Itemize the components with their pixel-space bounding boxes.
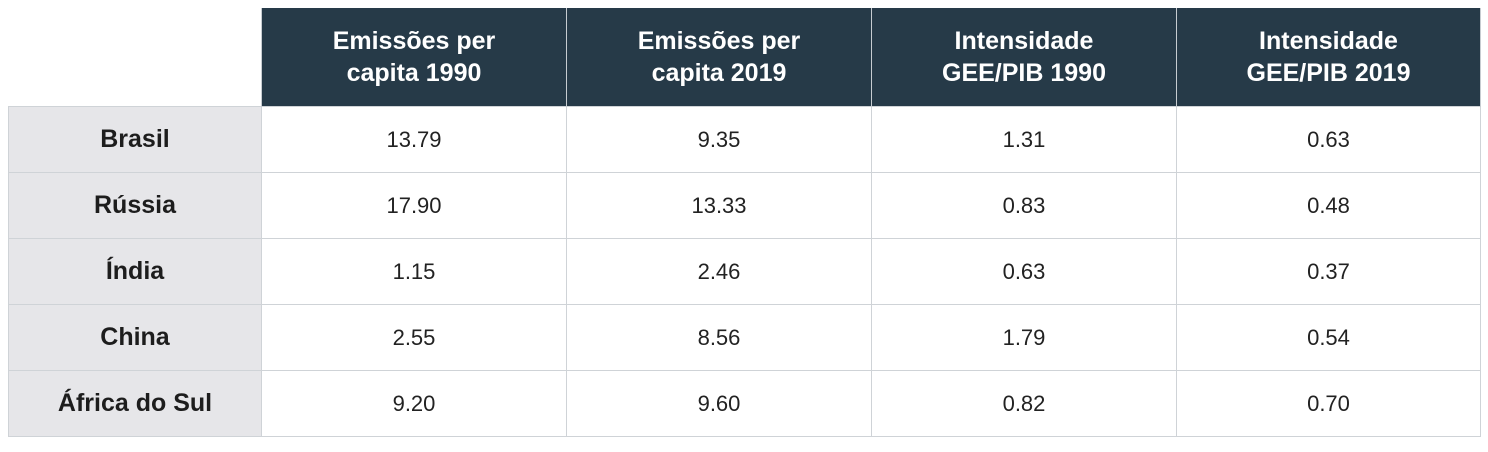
table-row-africa-do-sul: África do Sul 9.20 9.60 0.82 0.70 bbox=[8, 370, 1481, 437]
table-cell: 9.60 bbox=[566, 370, 872, 437]
table-cell: 0.37 bbox=[1176, 238, 1481, 305]
table-cell: 1.15 bbox=[261, 238, 567, 305]
table-cell: 1.31 bbox=[871, 106, 1177, 173]
table-cell: 1.79 bbox=[871, 304, 1177, 371]
table-cell: 0.63 bbox=[871, 238, 1177, 305]
table-cell: 9.20 bbox=[261, 370, 567, 437]
column-header-emissions-1990: Emissões per capita 1990 bbox=[261, 8, 567, 107]
column-header-label: Intensidade GEE/PIB 2019 bbox=[1246, 27, 1411, 87]
table-row-russia: Rússia 17.90 13.33 0.83 0.48 bbox=[8, 172, 1481, 239]
table-cell: 8.56 bbox=[566, 304, 872, 371]
table-row-brasil: Brasil 13.79 9.35 1.31 0.63 bbox=[8, 106, 1481, 173]
column-header-emissions-2019: Emissões per capita 2019 bbox=[566, 8, 872, 107]
table-cell: 0.70 bbox=[1176, 370, 1481, 437]
table-cell: 0.82 bbox=[871, 370, 1177, 437]
header-row: Emissões per capita 1990 Emissões per ca… bbox=[8, 8, 1481, 107]
table-cell: 2.46 bbox=[566, 238, 872, 305]
table-cell: 9.35 bbox=[566, 106, 872, 173]
column-header-intensity-1990: Intensidade GEE/PIB 1990 bbox=[871, 8, 1177, 107]
table-cell: 0.83 bbox=[871, 172, 1177, 239]
column-header-intensity-2019: Intensidade GEE/PIB 2019 bbox=[1176, 8, 1481, 107]
row-label: Índia bbox=[8, 238, 262, 305]
table-cell: 0.48 bbox=[1176, 172, 1481, 239]
table-cell: 0.63 bbox=[1176, 106, 1481, 173]
row-label: China bbox=[8, 304, 262, 371]
table-cell: 13.79 bbox=[261, 106, 567, 173]
table-cell: 0.54 bbox=[1176, 304, 1481, 371]
column-header-label: Emissões per capita 2019 bbox=[637, 27, 801, 87]
row-label: Rússia bbox=[8, 172, 262, 239]
table-row-china: China 2.55 8.56 1.79 0.54 bbox=[8, 304, 1481, 371]
corner-cell bbox=[8, 8, 262, 107]
table-cell: 13.33 bbox=[566, 172, 872, 239]
column-header-label: Emissões per capita 1990 bbox=[332, 27, 496, 87]
table-cell: 2.55 bbox=[261, 304, 567, 371]
table-row-india: Índia 1.15 2.46 0.63 0.37 bbox=[8, 238, 1481, 305]
table-cell: 17.90 bbox=[261, 172, 567, 239]
row-label: Brasil bbox=[8, 106, 262, 173]
row-label: África do Sul bbox=[8, 370, 262, 437]
column-header-label: Intensidade GEE/PIB 1990 bbox=[942, 27, 1106, 87]
emissions-table: Emissões per capita 1990 Emissões per ca… bbox=[8, 8, 1481, 437]
